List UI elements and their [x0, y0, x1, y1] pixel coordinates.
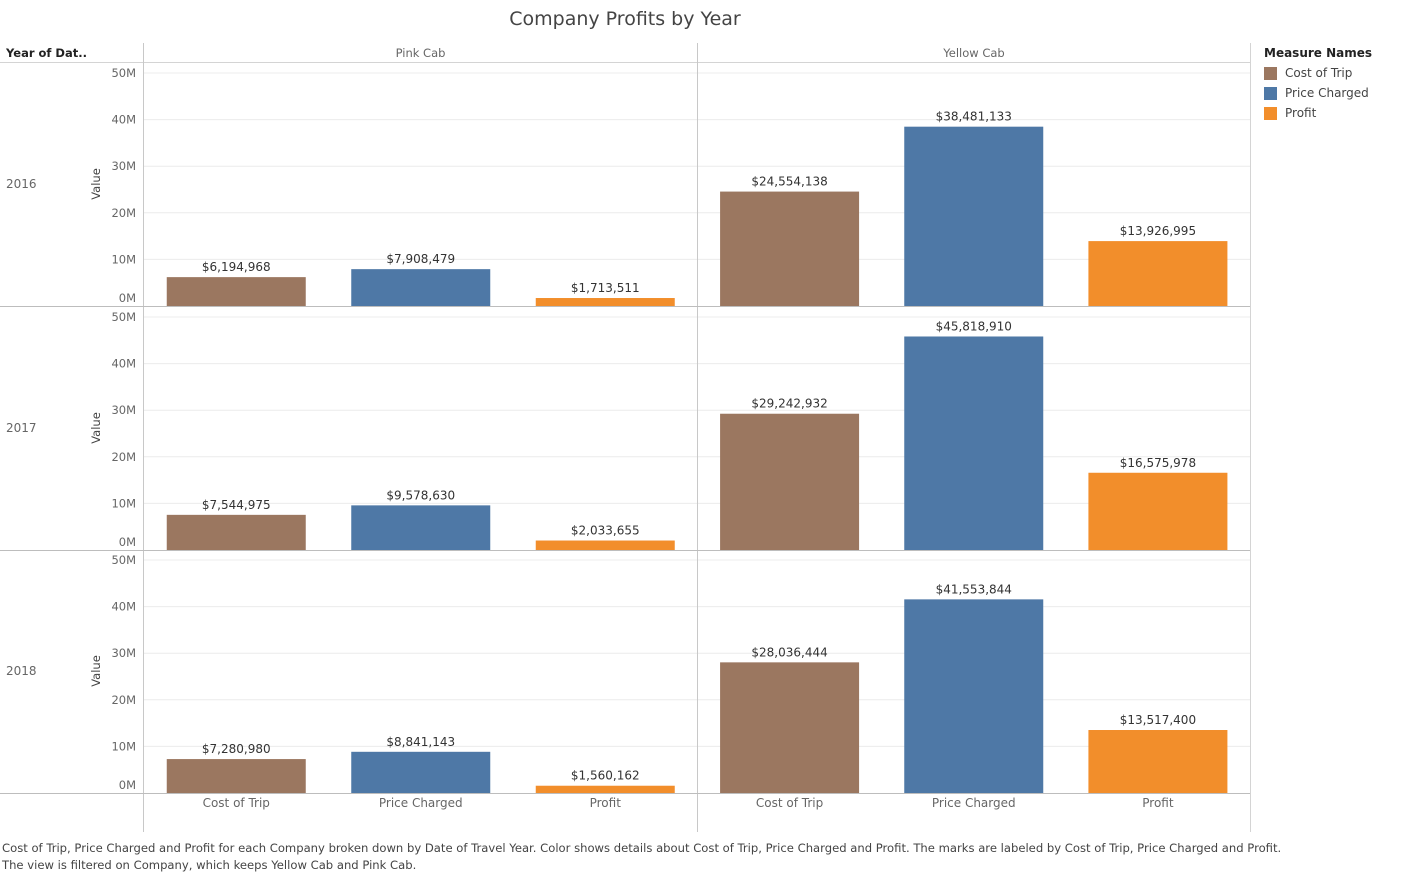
bar	[166, 759, 306, 793]
y-tick-label: 10M	[111, 739, 136, 753]
bar-value-label: $41,553,844	[936, 582, 1012, 596]
y-tick-label: 20M	[111, 206, 136, 220]
y-axis-title: Value	[89, 168, 103, 200]
bar-value-label: $7,544,975	[202, 498, 271, 512]
y-tick-label: 10M	[111, 496, 136, 510]
bar-value-label: $16,575,978	[1120, 456, 1196, 470]
legend-swatch-profit	[1264, 106, 1277, 120]
bar-value-label: $13,517,400	[1120, 713, 1196, 727]
bar-value-label: $28,036,444	[751, 645, 827, 659]
legend: Measure Names Cost of Trip Price Charged…	[1264, 46, 1372, 123]
bar	[535, 785, 675, 793]
bar	[904, 336, 1044, 550]
bar	[166, 514, 306, 550]
y-tick-label: 40M	[111, 113, 136, 127]
legend-label: Cost of Trip	[1285, 66, 1353, 80]
x-tick-label: Cost of Trip	[203, 796, 270, 810]
bar-value-label: $2,033,655	[571, 524, 640, 538]
y-tick-label: 20M	[111, 693, 136, 707]
bar	[904, 599, 1044, 793]
x-tick-label: Cost of Trip	[756, 796, 823, 810]
legend-item-price-charged[interactable]: Price Charged	[1264, 83, 1372, 103]
bar-value-label: $1,560,162	[571, 769, 640, 783]
y-tick-label: 20M	[111, 450, 136, 464]
y-tick-label: 40M	[111, 600, 136, 614]
bar	[1088, 472, 1228, 550]
row-label-year: 2016	[6, 177, 37, 191]
legend-label: Profit	[1285, 106, 1317, 120]
y-tick-label: 50M	[111, 66, 136, 80]
bar	[351, 269, 491, 306]
y-tick-label: 40M	[111, 357, 136, 371]
y-tick-label: 0M	[119, 778, 136, 792]
bar	[720, 413, 860, 550]
bar	[351, 505, 491, 550]
column-header-pink-cab: Pink Cab	[395, 46, 446, 60]
bar-value-label: $29,242,932	[751, 397, 827, 411]
y-tick-label: 30M	[111, 159, 136, 173]
bar-value-label: $1,713,511	[571, 281, 640, 295]
x-tick-label: Profit	[590, 796, 622, 810]
column-header-yellow-cab: Yellow Cab	[943, 46, 1005, 60]
x-tick-label: Profit	[1142, 796, 1174, 810]
caption: Cost of Trip, Price Charged and Profit f…	[2, 840, 1397, 874]
bar	[720, 662, 860, 793]
bar-value-label: $7,908,479	[386, 252, 455, 266]
bar	[1088, 241, 1228, 306]
bar-value-label: $7,280,980	[202, 742, 271, 756]
bar	[535, 298, 675, 306]
bar	[904, 126, 1044, 306]
bar	[166, 277, 306, 306]
x-tick-label: Price Charged	[932, 796, 1016, 810]
y-axis-title: Value	[89, 655, 103, 687]
caption-line: The view is filtered on Company, which k…	[2, 858, 417, 872]
legend-swatch-price-charged	[1264, 86, 1277, 100]
bar-value-label: $6,194,968	[202, 260, 271, 274]
bar	[535, 540, 675, 550]
y-axis-title: Value	[89, 412, 103, 444]
bar-value-label: $24,554,138	[751, 175, 827, 189]
y-tick-label: 50M	[111, 553, 136, 567]
y-tick-label: 30M	[111, 646, 136, 660]
y-tick-label: 0M	[119, 535, 136, 549]
chart-title: Company Profits by Year	[509, 8, 741, 30]
bar-value-label: $8,841,143	[386, 735, 455, 749]
legend-label: Price Charged	[1285, 86, 1369, 100]
row-label-year: 2018	[6, 664, 37, 678]
bar-value-label: $38,481,133	[936, 110, 1012, 124]
legend-item-profit[interactable]: Profit	[1264, 103, 1372, 123]
bar-value-label: $9,578,630	[386, 488, 455, 502]
y-tick-label: 10M	[111, 252, 136, 266]
x-tick-label: Price Charged	[379, 796, 463, 810]
row-header: Year of Dat..	[6, 46, 87, 60]
bar-value-label: $13,926,995	[1120, 224, 1196, 238]
y-tick-label: 0M	[119, 291, 136, 305]
bar	[1088, 730, 1228, 793]
bar	[720, 191, 860, 306]
bar	[351, 751, 491, 793]
legend-item-cost-of-trip[interactable]: Cost of Trip	[1264, 63, 1372, 83]
y-tick-label: 30M	[111, 403, 136, 417]
legend-swatch-cost-of-trip	[1264, 66, 1277, 80]
bar-value-label: $45,818,910	[936, 319, 1012, 333]
legend-title: Measure Names	[1264, 46, 1373, 60]
row-label-year: 2017	[6, 421, 37, 435]
caption-line: Cost of Trip, Price Charged and Profit f…	[2, 841, 1282, 855]
y-tick-label: 50M	[111, 310, 136, 324]
